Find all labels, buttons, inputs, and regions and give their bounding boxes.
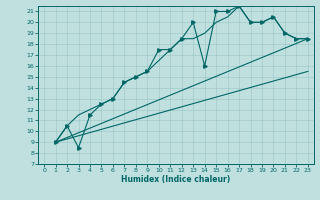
X-axis label: Humidex (Indice chaleur): Humidex (Indice chaleur): [121, 175, 231, 184]
